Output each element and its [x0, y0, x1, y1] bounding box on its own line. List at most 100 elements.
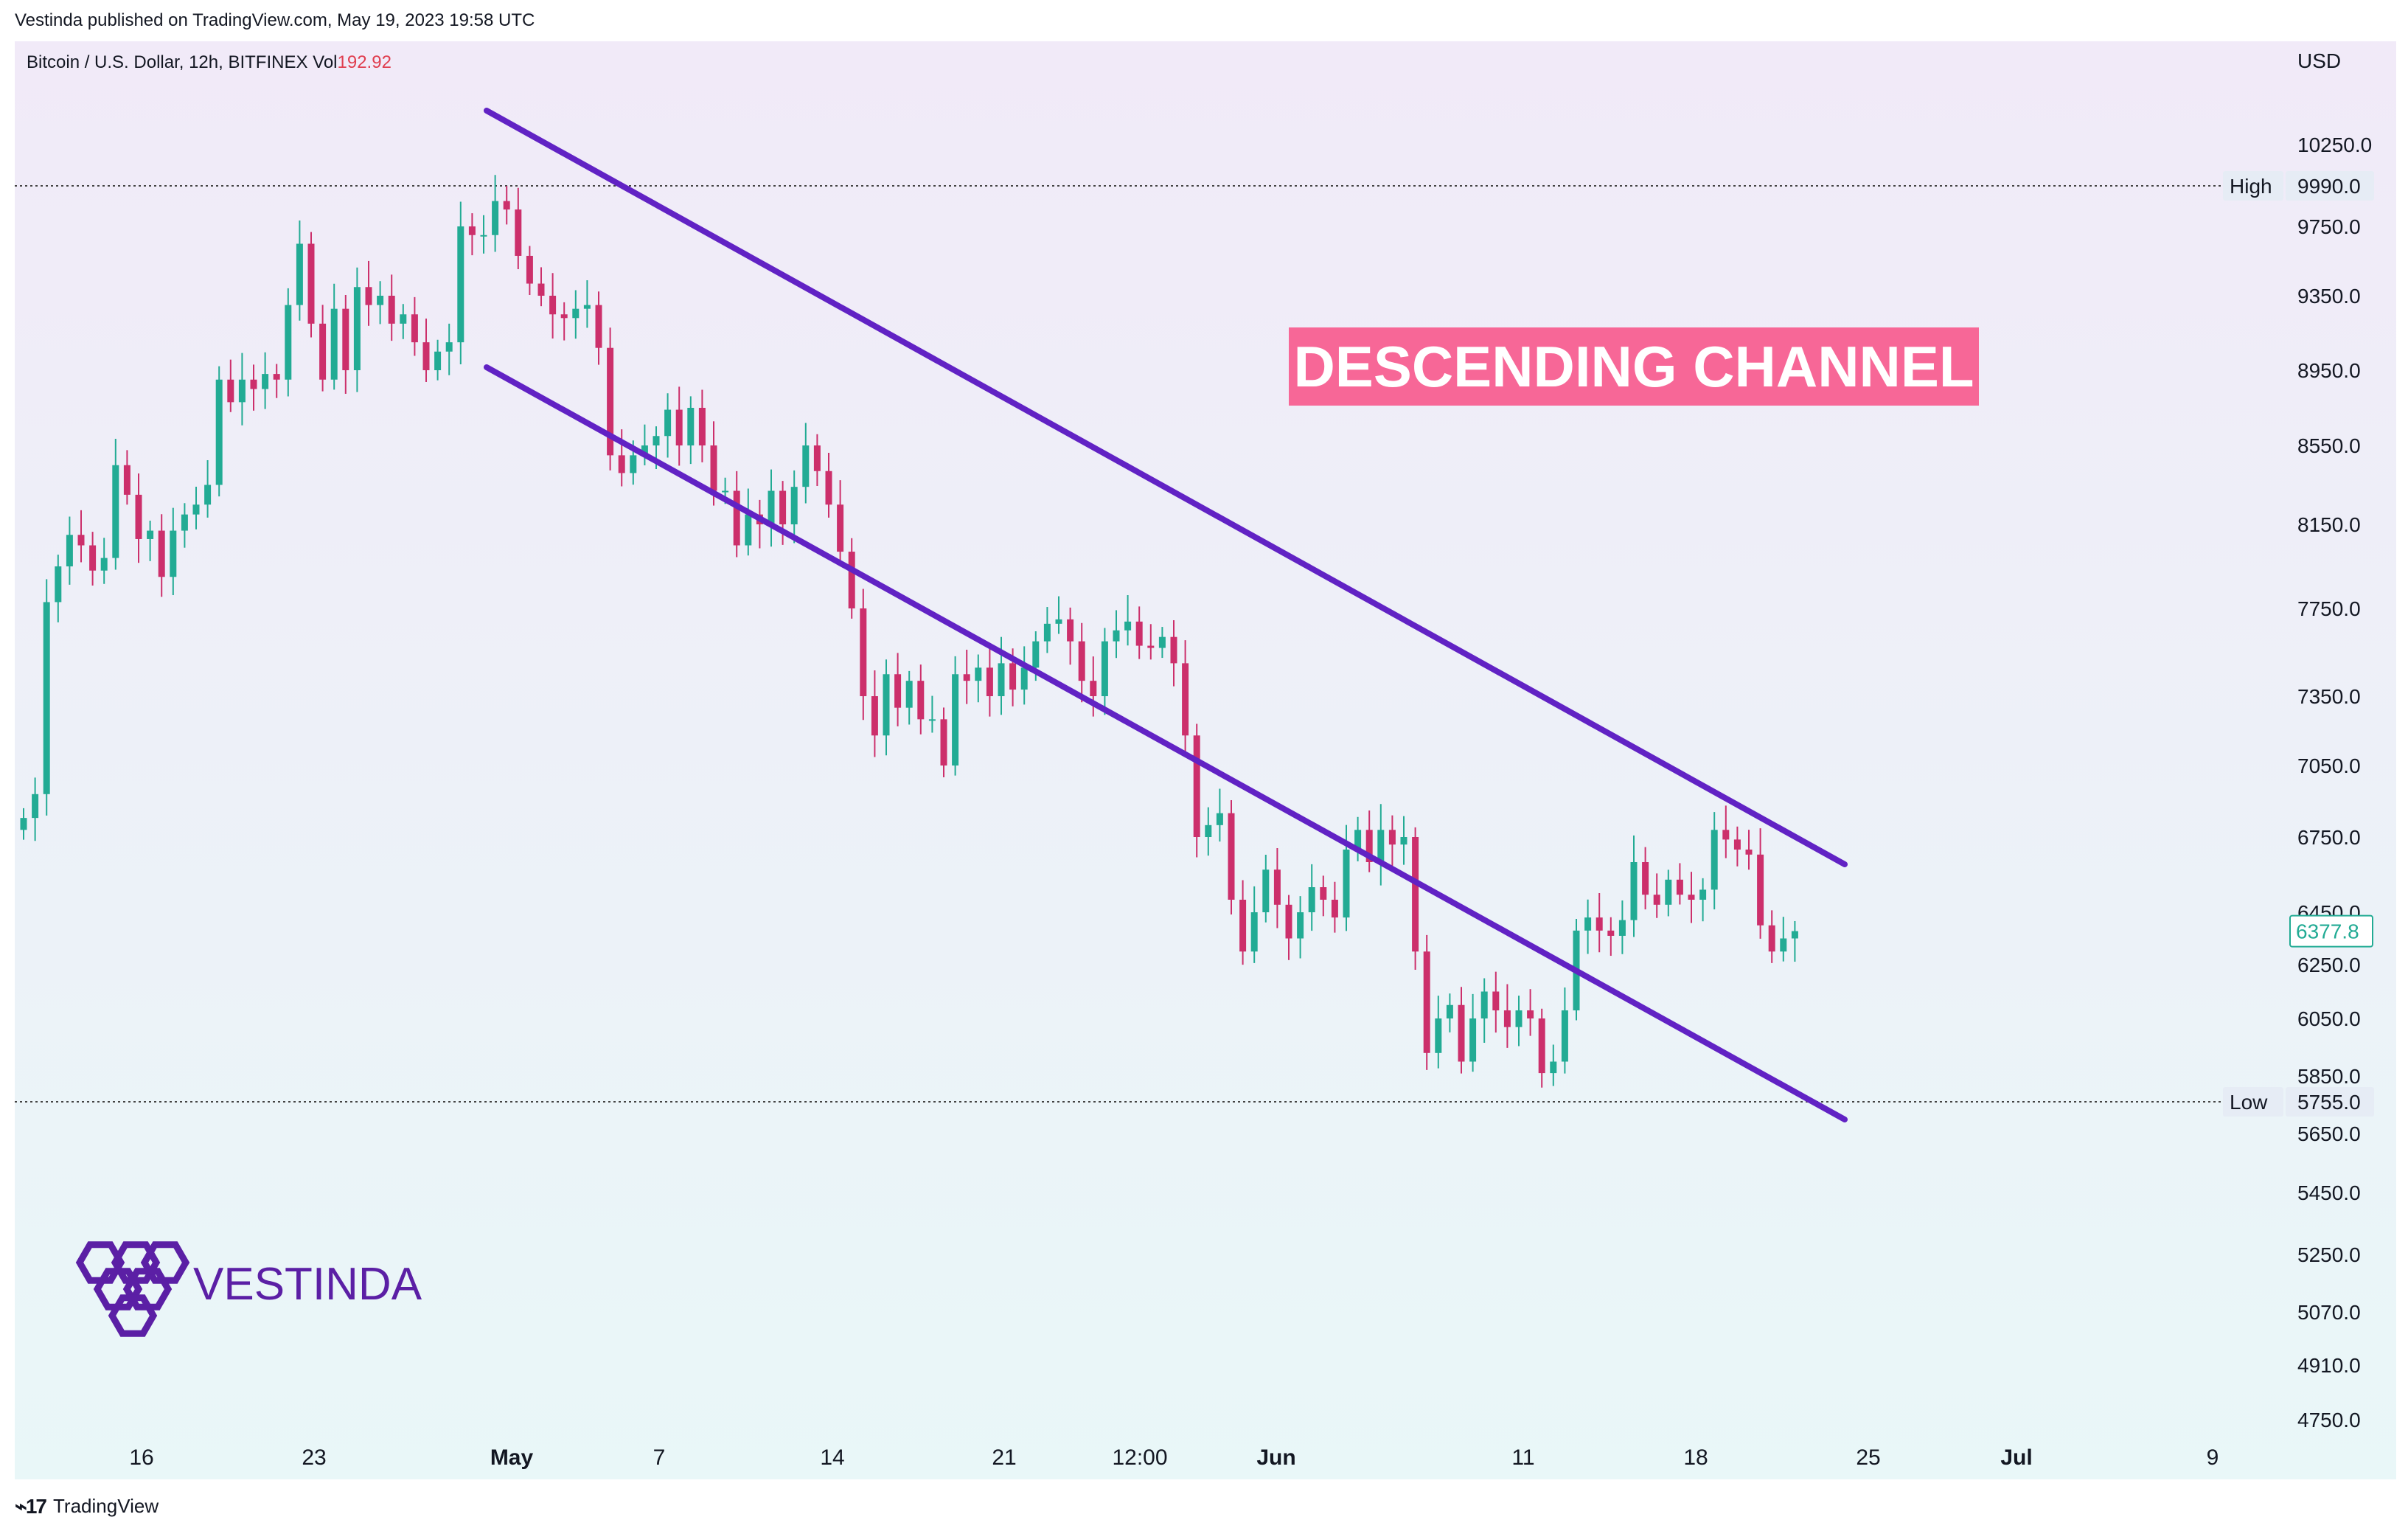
- y-axis-tick: 8950.0: [2297, 359, 2361, 382]
- x-axis-tick: 9: [2207, 1445, 2219, 1470]
- y-axis-tick: 8550.0: [2297, 434, 2361, 457]
- candle: [296, 220, 303, 321]
- y-axis-tick: 10250.0: [2297, 133, 2372, 156]
- candle: [1642, 847, 1649, 910]
- candle: [1400, 816, 1407, 865]
- candle: [526, 246, 533, 296]
- candle: [1423, 934, 1430, 1070]
- candle: [1733, 826, 1741, 867]
- y-axis-tick: 7350.0: [2297, 685, 2361, 708]
- candle: [963, 650, 970, 704]
- candle: [825, 452, 832, 518]
- annotation-text: DESCENDING CHANNEL: [1293, 334, 1974, 399]
- x-axis-tick: 14: [820, 1445, 844, 1470]
- y-axis-tick: 7750.0: [2297, 597, 2361, 620]
- vestinda-brand-text: VESTINDA: [193, 1259, 422, 1310]
- candle: [422, 318, 430, 382]
- candle: [745, 488, 752, 556]
- candle: [492, 175, 499, 252]
- candle: [572, 290, 580, 339]
- candle: [664, 393, 672, 458]
- candle: [66, 516, 73, 585]
- candle: [77, 510, 85, 563]
- candle: [848, 538, 855, 619]
- y-axis-tick: 6250.0: [2297, 954, 2361, 976]
- candle: [1113, 610, 1120, 659]
- y-axis-tick: 5450.0: [2297, 1181, 2361, 1204]
- candle: [204, 459, 212, 518]
- y-axis-tick: 7050.0: [2297, 754, 2361, 777]
- candle: [1262, 854, 1270, 923]
- candle: [1067, 607, 1074, 665]
- candle: [1020, 646, 1028, 705]
- candle: [342, 295, 349, 394]
- candle: [1354, 816, 1362, 861]
- low-label: Low: [2230, 1091, 2268, 1114]
- candle: [445, 323, 453, 375]
- candle: [32, 777, 39, 841]
- x-axis-tick: 21: [992, 1445, 1016, 1470]
- candle: [1377, 804, 1385, 886]
- candle: [940, 707, 947, 777]
- candle: [215, 366, 223, 497]
- candle: [560, 302, 568, 341]
- candle: [1480, 978, 1488, 1044]
- last-price-label: 6377.8: [2296, 920, 2359, 943]
- candle: [583, 280, 591, 328]
- candle: [1618, 900, 1626, 954]
- candle: [1527, 989, 1534, 1036]
- y-axis-tick: 5850.0: [2297, 1065, 2361, 1088]
- candle: [975, 654, 982, 703]
- candle: [549, 273, 557, 339]
- candle: [515, 187, 522, 269]
- vestinda-logo-icon: [75, 1241, 190, 1337]
- candle: [1228, 799, 1235, 915]
- y-axis-tick: 4910.0: [2297, 1354, 2361, 1377]
- x-axis-tick: 11: [1511, 1445, 1534, 1470]
- candle: [20, 808, 27, 840]
- candle: [675, 386, 683, 466]
- candle: [1170, 620, 1177, 687]
- channel-upper-line[interactable]: [484, 108, 1848, 867]
- candle: [238, 353, 246, 426]
- candle: [1273, 847, 1281, 928]
- candle: [181, 503, 188, 548]
- candle: [1446, 993, 1453, 1032]
- y-axis-tick: 9350.0: [2297, 285, 2361, 308]
- symbol-legend: Bitcoin / U.S. Dollar, 12h, BITFINEX Vol…: [27, 52, 392, 72]
- candle: [1492, 971, 1500, 1033]
- candle: [1757, 828, 1764, 939]
- publisher-note: Vestinda published on TradingView.com, M…: [15, 10, 535, 30]
- currency-label: USD: [2297, 49, 2341, 72]
- candle: [1791, 920, 1798, 962]
- candle: [147, 520, 154, 561]
- channel-lower-line[interactable]: [484, 364, 1848, 1122]
- candle: [1043, 607, 1051, 653]
- candle: [503, 186, 510, 225]
- candle: [687, 396, 695, 465]
- candle: [262, 352, 269, 409]
- candle: [319, 305, 327, 392]
- candle: [100, 538, 108, 584]
- candle: [1250, 886, 1258, 963]
- candle: [411, 296, 418, 356]
- candle: [1158, 627, 1166, 659]
- candle: [480, 215, 487, 254]
- candle: [170, 507, 177, 596]
- candle: [1768, 910, 1775, 963]
- tradingview-logo-icon: ⌁17: [15, 1495, 47, 1518]
- candle: [1780, 917, 1787, 962]
- candle: [1135, 606, 1143, 659]
- x-axis-tick: 25: [1856, 1445, 1880, 1470]
- candle: [802, 423, 810, 504]
- candle: [1688, 872, 1695, 923]
- x-axis-tick: 12:00: [1112, 1445, 1167, 1470]
- candle: [192, 486, 200, 530]
- y-axis-tick: 5755.0: [2297, 1091, 2361, 1114]
- candle: [1124, 595, 1132, 646]
- candle: [1182, 640, 1189, 757]
- candle: [1722, 805, 1730, 858]
- candle: [1665, 869, 1672, 917]
